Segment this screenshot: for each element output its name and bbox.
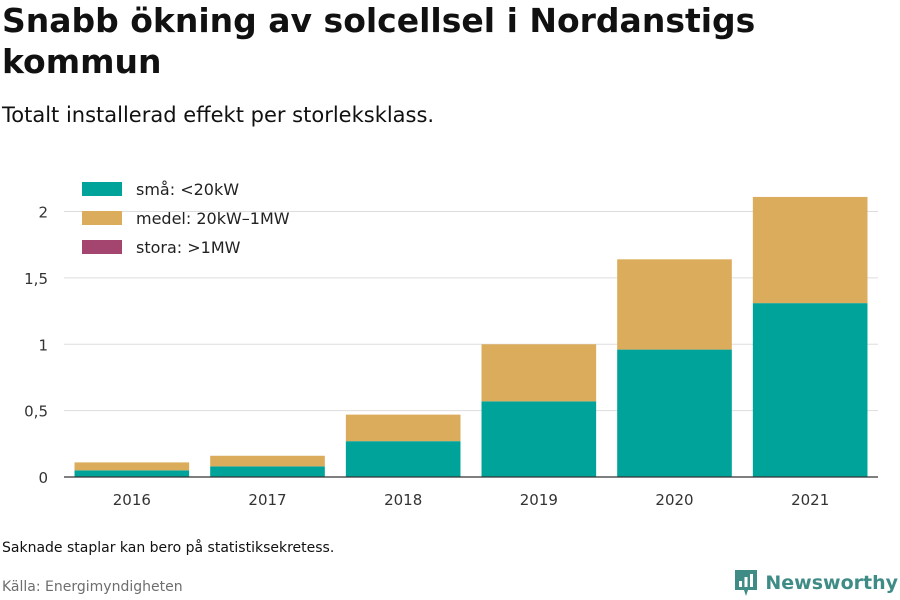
newsworthy-logo-icon (735, 570, 758, 596)
brand-logo[interactable]: Newsworthy (733, 566, 898, 600)
bar-segment (345, 414, 461, 442)
bar-segment (345, 441, 461, 477)
bar-segment (481, 344, 597, 402)
bar-segment (74, 470, 190, 477)
bar-segment (752, 196, 868, 304)
legend-label: stora: >1MW (136, 238, 241, 257)
y-tick-label: 0,5 (24, 403, 48, 421)
bar-segment (617, 259, 732, 350)
bar-segment (752, 303, 868, 477)
brand-name: Newsworthy (765, 572, 898, 594)
bar-segment (617, 349, 732, 477)
x-tick-label: 2019 (520, 491, 558, 509)
y-tick-label: 2 (38, 204, 48, 222)
x-tick-label: 2016 (113, 491, 151, 509)
legend-swatch (82, 182, 122, 196)
legend-label: medel: 20kW–1MW (136, 209, 290, 228)
chart-title: Snabb ökning av solcellsel i Nordanstigs… (2, 1, 756, 81)
x-tick-label: 2021 (791, 491, 829, 509)
x-tick-label: 2018 (384, 491, 422, 509)
chart-subtitle: Totalt installerad effekt per storlekskl… (2, 103, 435, 127)
y-tick-label: 1 (38, 336, 48, 354)
x-tick-label: 2017 (248, 491, 286, 509)
bar-segment (210, 455, 325, 467)
source-label: Källa: Energimyndigheten (2, 579, 183, 595)
legend-swatch (82, 240, 122, 254)
bar-segment (74, 462, 190, 471)
y-tick-label: 0 (38, 469, 48, 487)
footnote: Saknade staplar kan bero på statistiksek… (2, 540, 335, 556)
bar-segment (210, 466, 325, 477)
bar-segment (481, 401, 597, 477)
legend-label: små: <20kW (136, 180, 239, 199)
y-tick-label: 1,5 (24, 270, 48, 288)
legend-swatch (82, 211, 122, 225)
x-tick-label: 2020 (655, 491, 693, 509)
